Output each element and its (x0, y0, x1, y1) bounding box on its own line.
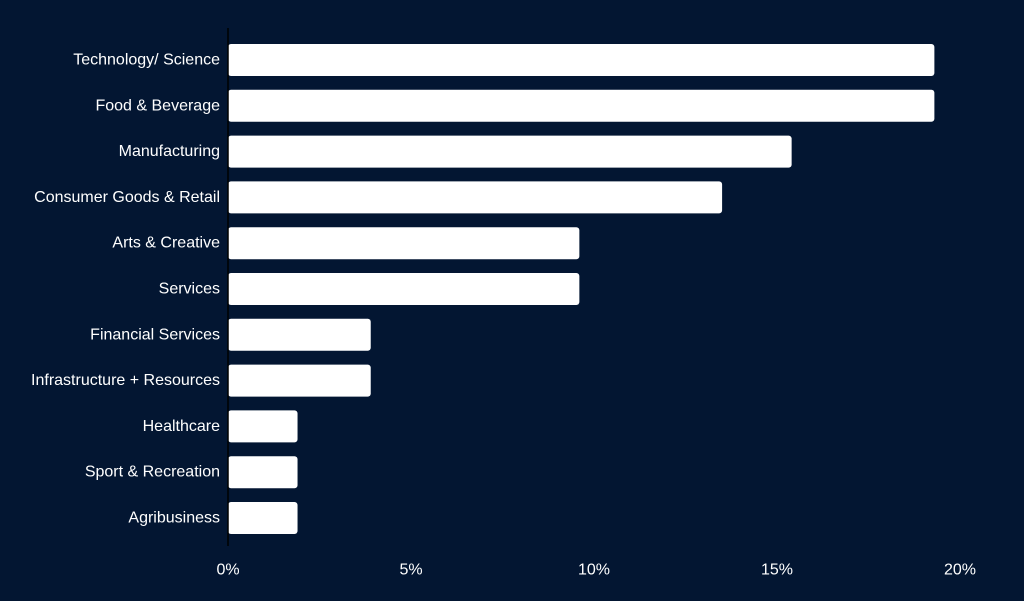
x-tick-labels-group: 0% 5% 10% 15% 20% (216, 562, 976, 579)
category-label-6: Financial Services (90, 326, 220, 343)
x-tick-label-3: 15% (761, 562, 793, 579)
category-label-4: Arts & Creative (112, 235, 220, 252)
x-tick-label-1: 5% (399, 562, 422, 579)
bar-8 (228, 410, 298, 443)
category-label-0: Technology/ Science (73, 52, 220, 69)
category-label-9: Sport & Recreation (85, 464, 220, 481)
bar-5 (228, 273, 580, 305)
bar-3 (228, 181, 723, 214)
bar-10 (228, 502, 298, 534)
bar-0 (228, 44, 935, 76)
x-tick-label-4: 20% (944, 562, 976, 579)
x-tick-label-2: 10% (578, 562, 610, 579)
category-label-7: Infrastructure + Resources (31, 372, 220, 389)
category-label-5: Services (159, 281, 220, 298)
x-tick-label-0: 0% (216, 562, 239, 579)
bar-7 (228, 364, 371, 397)
bars-group (228, 44, 935, 534)
category-label-1: Food & Beverage (95, 97, 220, 114)
category-labels-group: Technology/ Science Food & Beverage Manufa… (31, 52, 220, 527)
bar-2 (228, 135, 792, 168)
bar-4 (228, 227, 580, 260)
category-label-8: Healthcare (143, 418, 220, 435)
bar-1 (228, 89, 935, 122)
category-label-10: Agribusiness (128, 510, 220, 527)
bar-6 (228, 318, 371, 351)
category-label-2: Manufacturing (119, 143, 220, 160)
category-label-3: Consumer Goods & Retail (34, 189, 220, 206)
bar-9 (228, 456, 298, 489)
